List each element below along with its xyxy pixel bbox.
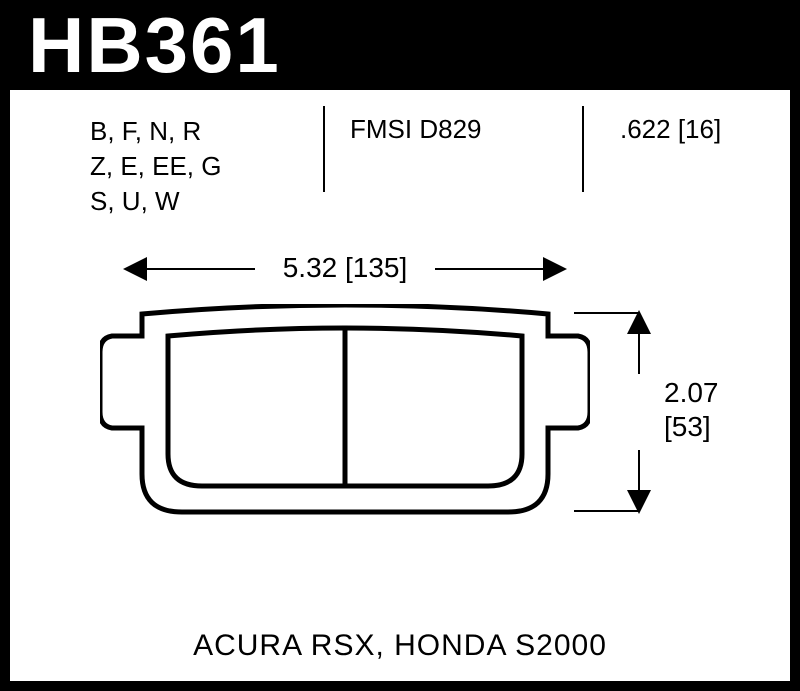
spec-sheet: HB361 B, F, N, R Z, E, EE, G S, U, W FMS… <box>0 0 800 691</box>
thickness-value: .622 [16] <box>620 114 721 145</box>
width-dimension: 5.32 [135] <box>125 238 565 286</box>
header-bar: HB361 <box>0 0 800 90</box>
fmsi-code: FMSI D829 <box>350 114 482 145</box>
compounds-line-2: Z, E, EE, G <box>90 149 221 184</box>
height-in: 2.07 <box>664 376 719 410</box>
compounds-line-3: S, U, W <box>90 184 221 219</box>
compounds-line-1: B, F, N, R <box>90 114 221 149</box>
arrow-down-icon <box>627 490 651 514</box>
height-mm: [53] <box>664 410 719 444</box>
specs-row: B, F, N, R Z, E, EE, G S, U, W FMSI D829… <box>30 100 770 210</box>
divider-1 <box>323 106 325 192</box>
brake-pad-outline <box>100 304 590 524</box>
height-label: 2.07 [53] <box>664 376 719 443</box>
compound-codes: B, F, N, R Z, E, EE, G S, U, W <box>90 114 221 219</box>
part-number: HB361 <box>28 0 281 91</box>
arrow-right-icon <box>543 257 567 281</box>
divider-2 <box>582 106 584 192</box>
height-dimension: 2.07 [53] <box>628 302 758 522</box>
vehicle-fitment: ACURA RSX, HONDA S2000 <box>0 629 800 663</box>
arrow-up-icon <box>627 310 651 334</box>
